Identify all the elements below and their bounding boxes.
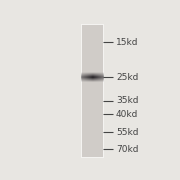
Bar [81, 24, 103, 158]
Text: 15kd: 15kd [116, 38, 138, 47]
Text: 55kd: 55kd [116, 128, 138, 137]
Text: 35kd: 35kd [116, 96, 138, 105]
Text: 25kd: 25kd [116, 73, 138, 82]
Text: 40kd: 40kd [116, 110, 138, 119]
Text: 70kd: 70kd [116, 145, 138, 154]
